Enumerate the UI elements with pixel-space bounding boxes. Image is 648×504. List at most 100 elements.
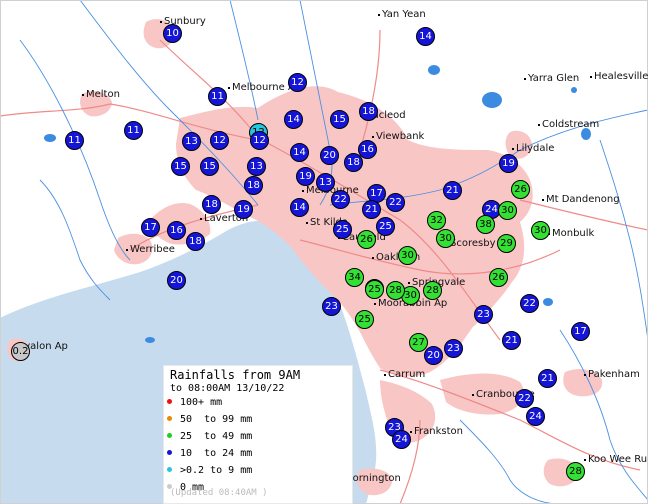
legend-row-label: >0.2 to 9 mm [180,465,253,476]
place-yan-yean: Yan Yean [378,9,426,20]
legend-row-label: 100+ mm [180,397,223,408]
rain-station-marker[interactable]: 28 [423,281,442,300]
rain-station-marker[interactable]: 26 [489,268,508,287]
place-dot [410,431,412,433]
rain-station-marker[interactable]: 12 [210,131,229,150]
rivers [19,0,648,504]
place-laverton: Laverton [200,213,248,224]
rain-station-marker[interactable]: 30 [436,229,455,248]
legend-row: 25 to 49 mm [167,431,252,444]
rain-station-marker[interactable]: 26 [511,180,530,199]
legend-swatch-icon [167,450,172,455]
rain-station-marker[interactable]: 25 [365,280,384,299]
rain-station-marker[interactable]: 23 [444,339,463,358]
rain-station-marker[interactable]: 22 [331,190,350,209]
rain-station-marker[interactable]: 14 [416,27,435,46]
rain-station-marker[interactable]: 14 [284,110,303,129]
rain-station-marker[interactable]: 25 [376,217,395,236]
place-cranbourne: Cranbourne [472,389,535,400]
place-dot [384,374,386,376]
place-carrum: Carrum [384,369,425,380]
rain-station-marker[interactable]: 24 [392,430,411,449]
rain-station-marker[interactable]: 20 [424,346,443,365]
rain-station-marker[interactable]: 34 [345,268,364,287]
rain-station-marker[interactable]: 23 [322,297,341,316]
rain-station-marker[interactable]: 17 [141,218,160,237]
rain-station-marker[interactable]: 28 [566,462,585,481]
rain-station-marker[interactable]: 28 [386,281,405,300]
place-dot [126,249,128,251]
place-yarra-glen: Yarra Glen [524,73,579,84]
place-dot [374,303,376,305]
rain-station-marker[interactable]: 22 [515,389,534,408]
rain-station-marker[interactable]: 15 [200,157,219,176]
rain-station-marker[interactable]: 16 [358,140,377,159]
rain-station-marker[interactable]: 24 [526,407,545,426]
legend-updated: (Updated 08:40AM ) [170,488,268,498]
rain-station-marker[interactable]: 18 [359,102,378,121]
rain-station-marker[interactable]: 13 [247,157,266,176]
rain-station-marker[interactable]: 18 [202,195,221,214]
rain-station-marker[interactable]: 38 [476,215,495,234]
place-koo-wee-rup: Koo Wee Rup [584,454,648,465]
legend-swatch-icon [167,399,172,404]
rain-station-marker[interactable]: 12 [288,73,307,92]
rain-station-marker[interactable]: 26 [357,230,376,249]
rain-station-marker[interactable]: 18 [344,153,363,172]
rain-station-marker[interactable]: 30 [531,221,550,240]
rain-station-marker[interactable]: 10 [163,24,182,43]
place-melbourne-ap: Melbourne Ap [228,82,301,93]
rain-station-marker[interactable]: 25 [333,220,352,239]
rain-station-marker[interactable]: 18 [186,232,205,251]
rain-station-marker[interactable]: 23 [474,305,493,324]
legend-row: >0.2 to 9 mm [167,465,252,478]
place-dot [538,124,540,126]
place-dot [306,222,308,224]
rain-station-marker[interactable]: 30 [398,246,417,265]
rain-station-marker[interactable]: 21 [538,369,557,388]
rain-station-marker[interactable]: 29 [497,234,516,253]
rain-station-marker[interactable]: 15 [171,157,190,176]
place-dot [584,459,586,461]
rain-station-marker[interactable]: 11 [208,87,227,106]
place-sunbury: Sunbury [160,16,206,27]
rain-station-marker[interactable]: 22 [520,294,539,313]
rain-station-marker[interactable]: 18 [244,176,263,195]
legend-swatch-icon [167,416,172,421]
rain-station-marker[interactable]: 13 [182,132,201,151]
rain-station-marker[interactable]: 21 [502,331,521,350]
rain-station-marker[interactable]: 25 [355,310,374,329]
place-dot [512,148,514,150]
rain-station-marker[interactable]: 13 [316,173,335,192]
place-dot [408,282,410,284]
place-dot [228,87,230,89]
rain-station-marker[interactable]: 14 [290,198,309,217]
place-werribee: Werribee [126,244,175,255]
rain-station-marker[interactable]: 14 [290,143,309,162]
legend-row-label: 50 to 99 mm [180,414,253,425]
legend-row: 50 to 99 mm [167,414,252,427]
legend-subtitle: to 08:00AM 13/10/22 [170,383,285,394]
rain-station-marker[interactable]: 22 [386,193,405,212]
rain-station-marker[interactable]: 19 [499,154,518,173]
place-dot [372,136,374,138]
rain-station-marker[interactable]: 11 [124,121,143,140]
rain-station-marker[interactable]: 21 [443,181,462,200]
rain-station-marker[interactable]: 16 [167,221,186,240]
rain-station-marker[interactable]: 17 [571,322,590,341]
place-pakenham: Pakenham [584,369,640,380]
rain-station-marker[interactable]: 12 [250,131,269,150]
rain-station-marker[interactable]: 32 [427,211,446,230]
place-coldstream: Coldstream [538,119,599,130]
rain-station-marker[interactable]: 19 [234,200,253,219]
rain-station-marker[interactable]: 27 [409,333,428,352]
rain-station-marker[interactable]: 21 [362,200,381,219]
rain-station-marker[interactable]: 19 [296,167,315,186]
rain-station-marker[interactable]: 15 [330,110,349,129]
rain-station-marker[interactable]: 0.2 [11,342,30,361]
rain-station-marker[interactable]: 30 [498,201,517,220]
rain-station-marker[interactable]: 20 [167,271,186,290]
rain-station-marker[interactable]: 20 [320,146,339,165]
rain-station-marker[interactable]: 11 [65,131,84,150]
